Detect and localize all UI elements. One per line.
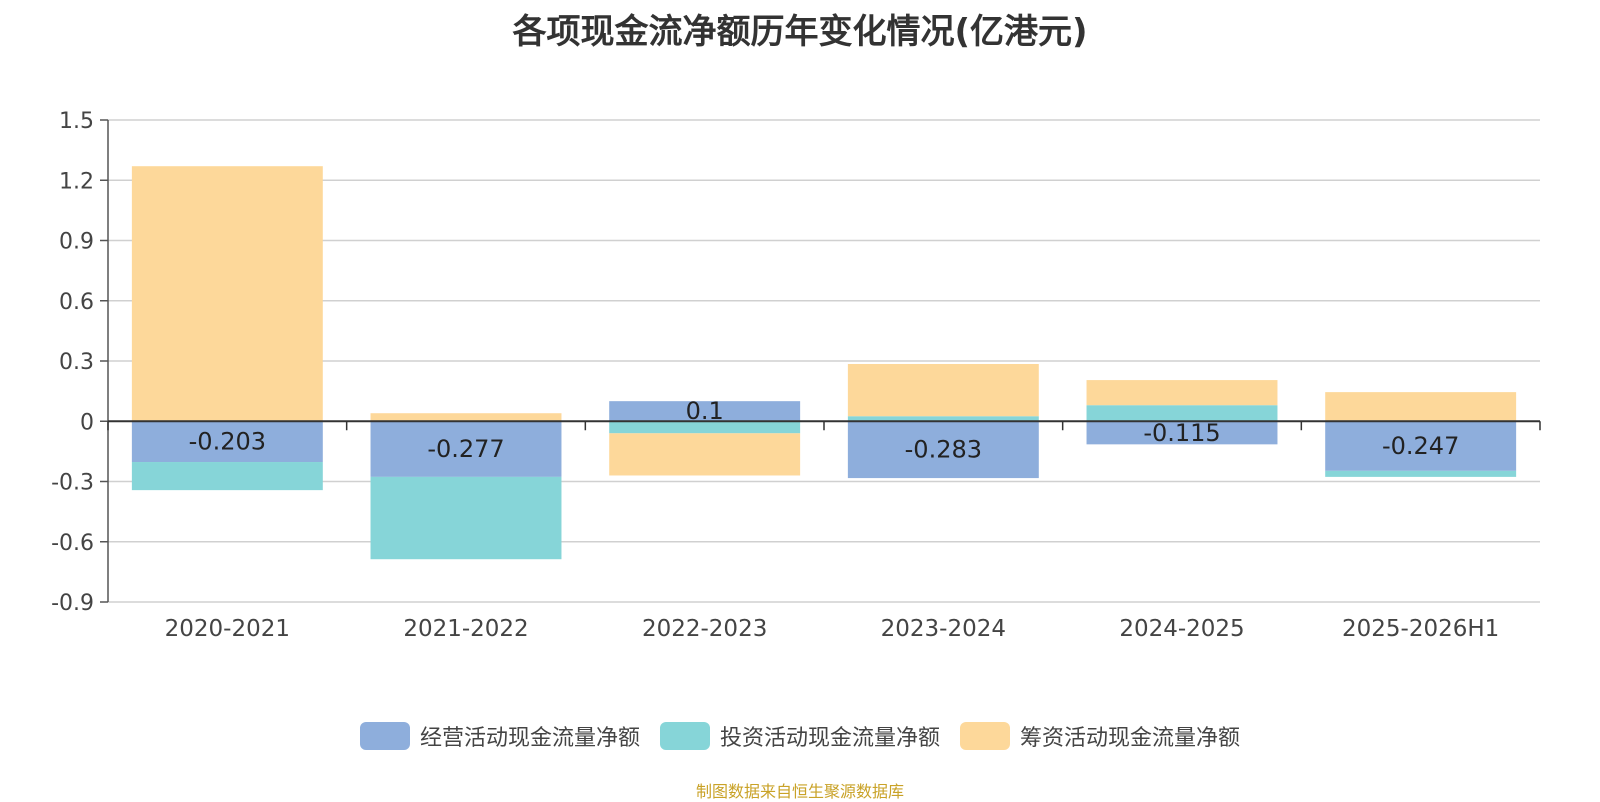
legend-item-operating[interactable]: 经营活动现金流量净额 <box>359 720 640 752</box>
bar-1-4 <box>1086 405 1278 422</box>
data-label: -0.283 <box>905 436 982 464</box>
legend-swatch-operating <box>359 722 410 750</box>
y-tick-label: -0.3 <box>51 471 94 496</box>
x-category-label: 2022-2023 <box>642 616 767 642</box>
legend-label-operating: 经营活动现金流量净额 <box>419 726 640 751</box>
bar-2-0 <box>131 166 323 422</box>
legend-label-investing: 投资活动现金流量净额 <box>719 726 940 751</box>
bar-1-1 <box>370 476 562 560</box>
y-tick-label: -0.9 <box>51 591 94 616</box>
bar-0-4 <box>1086 421 1278 445</box>
legend-item-investing[interactable]: 投资活动现金流量净额 <box>659 720 940 752</box>
chart-canvas: 1.5 1.2 0.9 0.6 0.3 0 -0.3 -0.6 -0.9 -0.203 -0.277… <box>51 109 1541 642</box>
x-category-label: 2020-2021 <box>165 616 290 642</box>
data-label: -0.247 <box>1382 432 1459 460</box>
source-note: 制图数据来自恒生聚源数据库 <box>695 782 904 801</box>
bar-0-5 <box>1325 421 1517 471</box>
x-category-label: 2023-2024 <box>881 616 1006 642</box>
bar-1-2 <box>609 421 801 434</box>
bar-2-1 <box>370 413 562 422</box>
y-tick-label: 0.6 <box>59 290 94 315</box>
legend-label-financing: 筹资活动现金流量净额 <box>1020 726 1241 751</box>
bar-2-4 <box>1086 380 1278 406</box>
bar-2-2 <box>609 433 801 476</box>
bar-0-2 <box>609 401 801 422</box>
data-label: 0.1 <box>686 397 724 425</box>
bar-1-3 <box>847 416 1039 422</box>
bar-0-1 <box>370 421 562 477</box>
y-tick-label: 0.3 <box>59 350 94 375</box>
y-tick-label: 1.2 <box>59 169 94 194</box>
y-tick-label: 0.9 <box>59 230 94 255</box>
data-label: -0.277 <box>427 435 504 463</box>
bar-2-3 <box>847 364 1039 417</box>
chart-title: 各项现金流净额历年变化情况(亿港元) <box>512 12 1088 52</box>
chart-legend: 经营活动现金流量净额 投资活动现金流量净额 筹资活动现金流量净额 <box>0 720 1600 752</box>
bar-2-5 <box>1325 392 1517 422</box>
legend-item-financing[interactable]: 筹资活动现金流量净额 <box>960 720 1240 752</box>
x-category-label: 2024-2025 <box>1119 616 1244 642</box>
x-category-label: 2025-2026H1 <box>1342 616 1499 642</box>
bar-0-3 <box>847 421 1039 479</box>
legend-swatch-investing <box>659 722 710 750</box>
bar-0-0 <box>131 421 323 463</box>
bar-1-5 <box>1325 470 1517 477</box>
bar-1-0 <box>131 462 323 491</box>
y-tick-label: 1.5 <box>59 109 94 134</box>
y-tick-label: -0.6 <box>51 531 94 556</box>
data-label: -0.203 <box>189 428 266 456</box>
x-category-label: 2021-2022 <box>403 616 528 642</box>
y-tick-label: 0 <box>80 410 94 435</box>
data-label: -0.115 <box>1143 419 1220 447</box>
legend-swatch-financing <box>960 722 1010 750</box>
